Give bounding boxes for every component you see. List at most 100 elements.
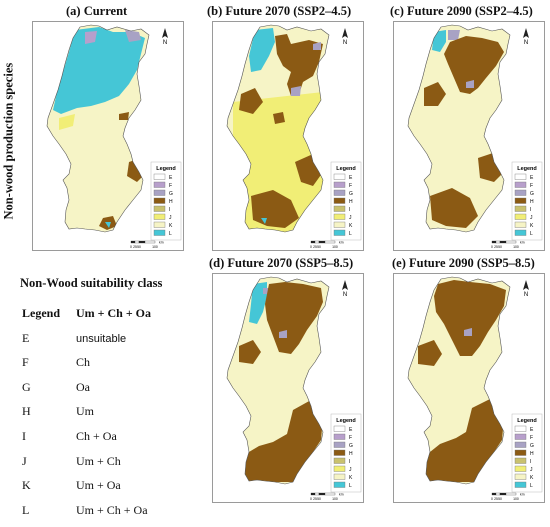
legend-label-g: G <box>349 443 353 449</box>
scale-unit: km <box>339 493 344 497</box>
legend-swatch-h <box>153 197 166 204</box>
class-h-patch <box>239 340 261 364</box>
scale-label: 0 <box>310 497 312 501</box>
legend-swatch-l <box>333 229 346 236</box>
header-legend: Legend <box>22 306 61 320</box>
country-outline <box>46 24 150 233</box>
row-code: F <box>22 355 29 370</box>
map-legend-title: Legend <box>517 418 537 424</box>
row-code: K <box>22 478 31 493</box>
row-species: Ch + Oa <box>76 428 117 443</box>
legend-swatch-l <box>153 229 166 236</box>
legend-swatch-f <box>333 433 346 440</box>
legend-swatch-i <box>514 205 527 212</box>
class-h-patch <box>275 34 323 96</box>
legend-label-g: G <box>530 191 534 197</box>
legend-label-j: J <box>169 215 172 221</box>
class-h-patch <box>424 82 446 106</box>
north-label: N <box>343 292 347 298</box>
legend-label-h: H <box>169 199 173 205</box>
legend-swatch-f <box>514 181 527 188</box>
legend-label-j: J <box>349 467 352 473</box>
scale-label: 25 <box>494 497 498 501</box>
legend-swatch-h <box>514 449 527 456</box>
row-code: G <box>22 379 31 394</box>
class-h-patch <box>119 112 129 120</box>
scale-label: 25 <box>313 245 317 249</box>
scale-label: 0 <box>491 245 493 249</box>
legend-swatch-h <box>333 449 346 456</box>
legend-label-h: H <box>349 199 353 205</box>
class-l-patch <box>261 218 267 224</box>
scale-label: 50 <box>498 497 502 501</box>
legend-label-f: F <box>349 183 352 189</box>
panel-title-d: (d) Future 2070 (SSP5–8.5) <box>209 256 354 270</box>
legend-label-e: E <box>530 175 534 181</box>
scale-label: 100 <box>332 245 338 249</box>
north-label: N <box>524 40 528 46</box>
row-species: Oa <box>76 379 90 394</box>
north-arrow-icon: N <box>342 280 348 298</box>
country-outline <box>226 24 330 233</box>
class-g-patch <box>313 42 321 50</box>
legend-swatch-f <box>333 181 346 188</box>
legend-swatch-h <box>514 197 527 204</box>
suitability-table-title: Non-Wood suitability class <box>20 276 163 290</box>
legend-swatch-i <box>333 205 346 212</box>
row-species: Um <box>76 404 94 419</box>
legend-label-k: K <box>169 223 173 229</box>
class-h-patch <box>245 400 323 482</box>
scale-label: 100 <box>332 497 338 501</box>
north-label: N <box>524 292 528 298</box>
legend-label-h: H <box>530 199 534 205</box>
scale-label: 100 <box>152 245 158 249</box>
legend-label-f: F <box>530 435 533 441</box>
map-legend-title: Legend <box>156 166 176 172</box>
legend-label-k: K <box>530 223 534 229</box>
class-j-patch <box>59 114 75 130</box>
country-outline <box>407 24 511 233</box>
class-g-patch <box>466 80 474 88</box>
scale-label: 0 <box>491 497 493 501</box>
north-label: N <box>163 40 167 46</box>
row-label: Non-wood production species <box>1 62 16 220</box>
row-species: Um + Ch <box>76 453 121 468</box>
map-legend-title: Legend <box>336 166 356 172</box>
legend-label-e: E <box>349 175 353 181</box>
legend-swatch-i <box>514 457 527 464</box>
scale-unit: km <box>339 241 344 245</box>
scale-label: 100 <box>513 497 519 501</box>
legend-swatch-l <box>333 481 346 488</box>
legend-swatch-e <box>333 173 346 180</box>
legend-label-g: G <box>530 443 534 449</box>
scale-unit: km <box>159 241 164 245</box>
legend-swatch-k <box>514 473 527 480</box>
row-code: H <box>22 404 31 419</box>
legend-swatch-j <box>333 465 346 472</box>
scale-label: 25 <box>133 245 137 249</box>
legend-label-j: J <box>349 215 352 221</box>
legend-label-k: K <box>349 223 353 229</box>
row-code: E <box>22 330 30 345</box>
row-species: Ch <box>76 355 91 370</box>
scale-label: 0 <box>310 245 312 249</box>
panel-title-c: (c) Future 2090 (SSP2–4.5) <box>390 4 533 18</box>
country-outline <box>407 276 511 485</box>
north-arrow-icon: N <box>523 280 529 298</box>
legend-swatch-g <box>333 189 346 196</box>
legend-label-h: H <box>530 451 534 457</box>
legend-label-l: L <box>349 483 352 489</box>
row-species: Um + Ch + Oa <box>76 502 148 517</box>
legend-label-e: E <box>169 175 173 181</box>
legend-swatch-k <box>333 221 346 228</box>
class-h-patch <box>444 36 504 94</box>
map-future-2090-ssp585: N Legend E F G H I J K L 0 25 50 100 km <box>393 273 545 503</box>
legend-swatch-i <box>153 205 166 212</box>
